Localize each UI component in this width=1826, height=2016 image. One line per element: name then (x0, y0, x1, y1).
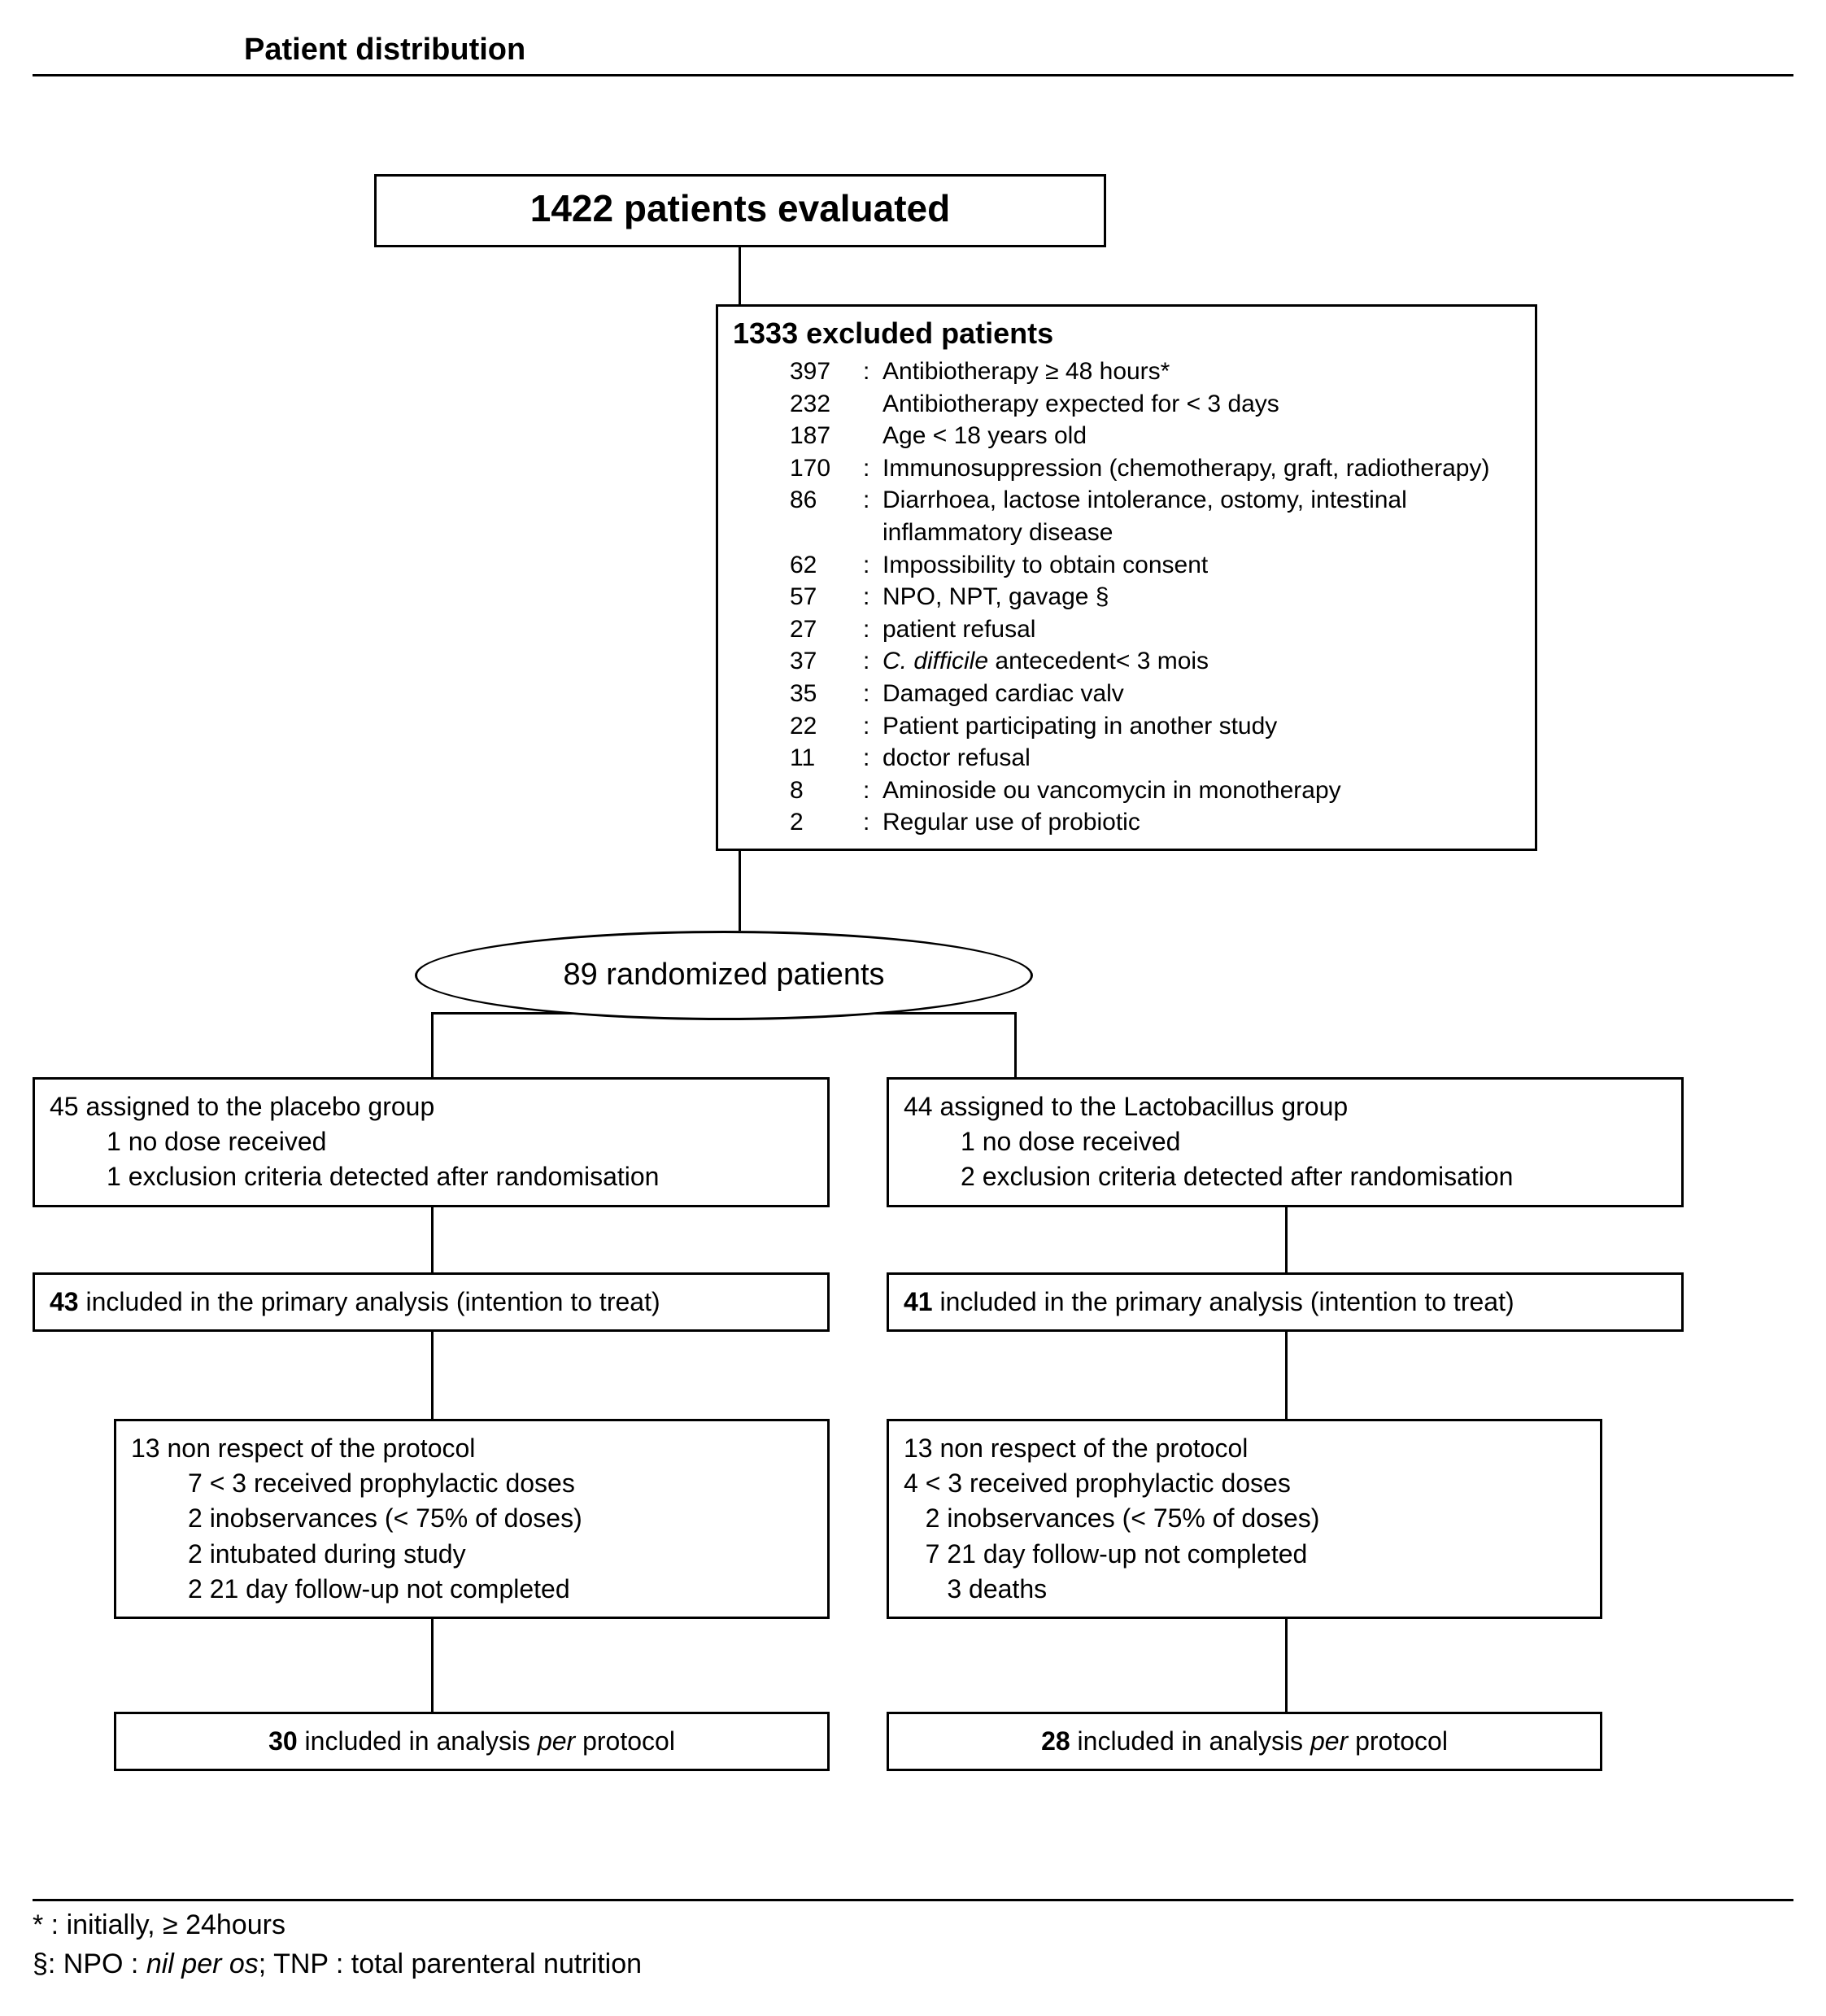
excluded-item: 397:Antibiotherapy ≥ 48 hours* (790, 356, 1520, 388)
right-assigned-sub: 1 no dose received2 exclusion criteria d… (961, 1124, 1667, 1194)
right-itt-n: 41 (904, 1287, 933, 1316)
connector (1285, 1199, 1288, 1272)
divider-bottom (33, 1899, 1793, 1901)
left-protocol-head: 13 non respect of the protocol (131, 1431, 813, 1466)
connector (431, 1614, 434, 1712)
node-excluded: 1333 excluded patients 397:Antibiotherap… (716, 304, 1537, 851)
sub-line: 3 deaths (904, 1572, 1585, 1607)
node-left-protocol: 13 non respect of the protocol 7 < 3 rec… (114, 1419, 830, 1619)
footnote-2b: nil per os (146, 1948, 259, 1979)
node-randomized: 89 randomized patients (415, 931, 1033, 1020)
sub-line: 7 < 3 received prophylactic doses (188, 1466, 813, 1501)
sub-line: 1 no dose received (961, 1124, 1667, 1159)
left-pp-a: included in analysis (298, 1726, 538, 1756)
node-right-assigned: 44 assigned to the Lactobacillus group 1… (887, 1077, 1684, 1207)
excluded-item: 170:Immunosuppression (chemotherapy, gra… (790, 452, 1520, 485)
excluded-item: 11:doctor refusal (790, 742, 1520, 775)
sub-line: 2 inobservances (< 75% of doses) (188, 1501, 813, 1536)
left-itt-n: 43 (50, 1287, 79, 1316)
excluded-item: 57:NPO, NPT, gavage § (790, 581, 1520, 613)
right-itt-text: included in the primary analysis (intent… (933, 1287, 1514, 1316)
excluded-item: 187Age < 18 years old (790, 420, 1520, 452)
sub-line: 7 21 day follow-up not completed (904, 1537, 1585, 1572)
connector (431, 1199, 434, 1272)
sub-line: 1 exclusion criteria detected after rand… (107, 1159, 813, 1194)
sub-line: 2 intubated during study (188, 1537, 813, 1572)
flowchart: 1422 patients evaluated 1333 excluded pa… (33, 174, 1793, 1850)
node-randomized-text: 89 randomized patients (563, 954, 884, 996)
node-right-pp: 28 included in analysis per protocol (887, 1712, 1602, 1771)
excluded-item: 62:Impossibility to obtain consent (790, 549, 1520, 582)
node-evaluated-text: 1422 patients evaluated (530, 187, 950, 229)
excluded-item: 37:C. difficile antecedent< 3 mois (790, 645, 1520, 678)
right-itt-line: 41 included in the primary analysis (int… (904, 1285, 1667, 1320)
footnote-2a: §: NPO : (33, 1948, 146, 1979)
footnote-2: §: NPO : nil per os; TNP : total parente… (33, 1945, 1793, 1984)
excluded-list: 397:Antibiotherapy ≥ 48 hours*232Antibio… (790, 356, 1520, 839)
excluded-item: 8:Aminoside ou vancomycin in monotherapy (790, 775, 1520, 807)
left-protocol-sub: 7 < 3 received prophylactic doses2 inobs… (188, 1466, 813, 1607)
node-right-itt: 41 included in the primary analysis (int… (887, 1272, 1684, 1332)
sub-line: 2 inobservances (< 75% of doses) (904, 1501, 1585, 1536)
left-itt-line: 43 included in the primary analysis (int… (50, 1285, 813, 1320)
left-pp-line: 30 included in analysis per protocol (131, 1724, 813, 1759)
node-left-assigned: 45 assigned to the placebo group 1 no do… (33, 1077, 830, 1207)
left-assigned-line: 45 assigned to the placebo group (50, 1089, 813, 1124)
sub-line: 2 exclusion criteria detected after rand… (961, 1159, 1667, 1194)
right-protocol-head: 13 non respect of the protocol (904, 1431, 1585, 1466)
right-assigned-line: 44 assigned to the Lactobacillus group (904, 1089, 1667, 1124)
sub-line: 2 21 day follow-up not completed (188, 1572, 813, 1607)
excluded-header: 1333 excluded patients (733, 316, 1520, 351)
footnote-1: * : initially, ≥ 24hours (33, 1906, 1793, 1945)
page-title: Patient distribution (244, 33, 1793, 68)
left-pp-b: per (538, 1726, 575, 1756)
sub-line: 4 < 3 received prophylactic doses (904, 1466, 1585, 1501)
excluded-item: 86:Diarrhoea, lactose intolerance, ostom… (790, 484, 1520, 548)
right-assigned-text: assigned to the Lactobacillus group (933, 1092, 1349, 1121)
excluded-item: 2:Regular use of probiotic (790, 806, 1520, 839)
footnote-2c: ; TNP : total parenteral nutrition (259, 1948, 642, 1979)
excluded-item: 27:patient refusal (790, 613, 1520, 646)
left-assigned-n: 45 (50, 1092, 79, 1121)
right-assigned-n: 44 (904, 1092, 933, 1121)
left-assigned-sub: 1 no dose received1 exclusion criteria d… (107, 1124, 813, 1194)
node-left-pp: 30 included in analysis per protocol (114, 1712, 830, 1771)
connector (431, 1329, 434, 1419)
excluded-item: 232Antibiotherapy expected for < 3 days (790, 388, 1520, 421)
node-right-protocol: 13 non respect of the protocol 4 < 3 rec… (887, 1419, 1602, 1619)
right-pp-n: 28 (1041, 1726, 1070, 1756)
footnotes: * : initially, ≥ 24hours §: NPO : nil pe… (33, 1906, 1793, 1983)
right-pp-c: protocol (1348, 1726, 1448, 1756)
left-itt-text: included in the primary analysis (intent… (79, 1287, 660, 1316)
node-evaluated: 1422 patients evaluated (374, 174, 1106, 247)
left-pp-c: protocol (575, 1726, 675, 1756)
node-left-itt: 43 included in the primary analysis (int… (33, 1272, 830, 1332)
divider-top (33, 74, 1793, 76)
right-pp-b: per (1310, 1726, 1348, 1756)
connector (1285, 1614, 1288, 1712)
excluded-item: 22:Patient participating in another stud… (790, 710, 1520, 743)
connector (1014, 1012, 1017, 1077)
right-pp-line: 28 included in analysis per protocol (904, 1724, 1585, 1759)
left-assigned-text: assigned to the placebo group (79, 1092, 435, 1121)
connector (431, 1012, 434, 1077)
connector (1285, 1329, 1288, 1419)
right-pp-a: included in analysis (1070, 1726, 1310, 1756)
excluded-item: 35:Damaged cardiac valv (790, 678, 1520, 710)
right-protocol-sub: 4 < 3 received prophylactic doses 2 inob… (904, 1466, 1585, 1607)
left-pp-n: 30 (268, 1726, 298, 1756)
sub-line: 1 no dose received (107, 1124, 813, 1159)
